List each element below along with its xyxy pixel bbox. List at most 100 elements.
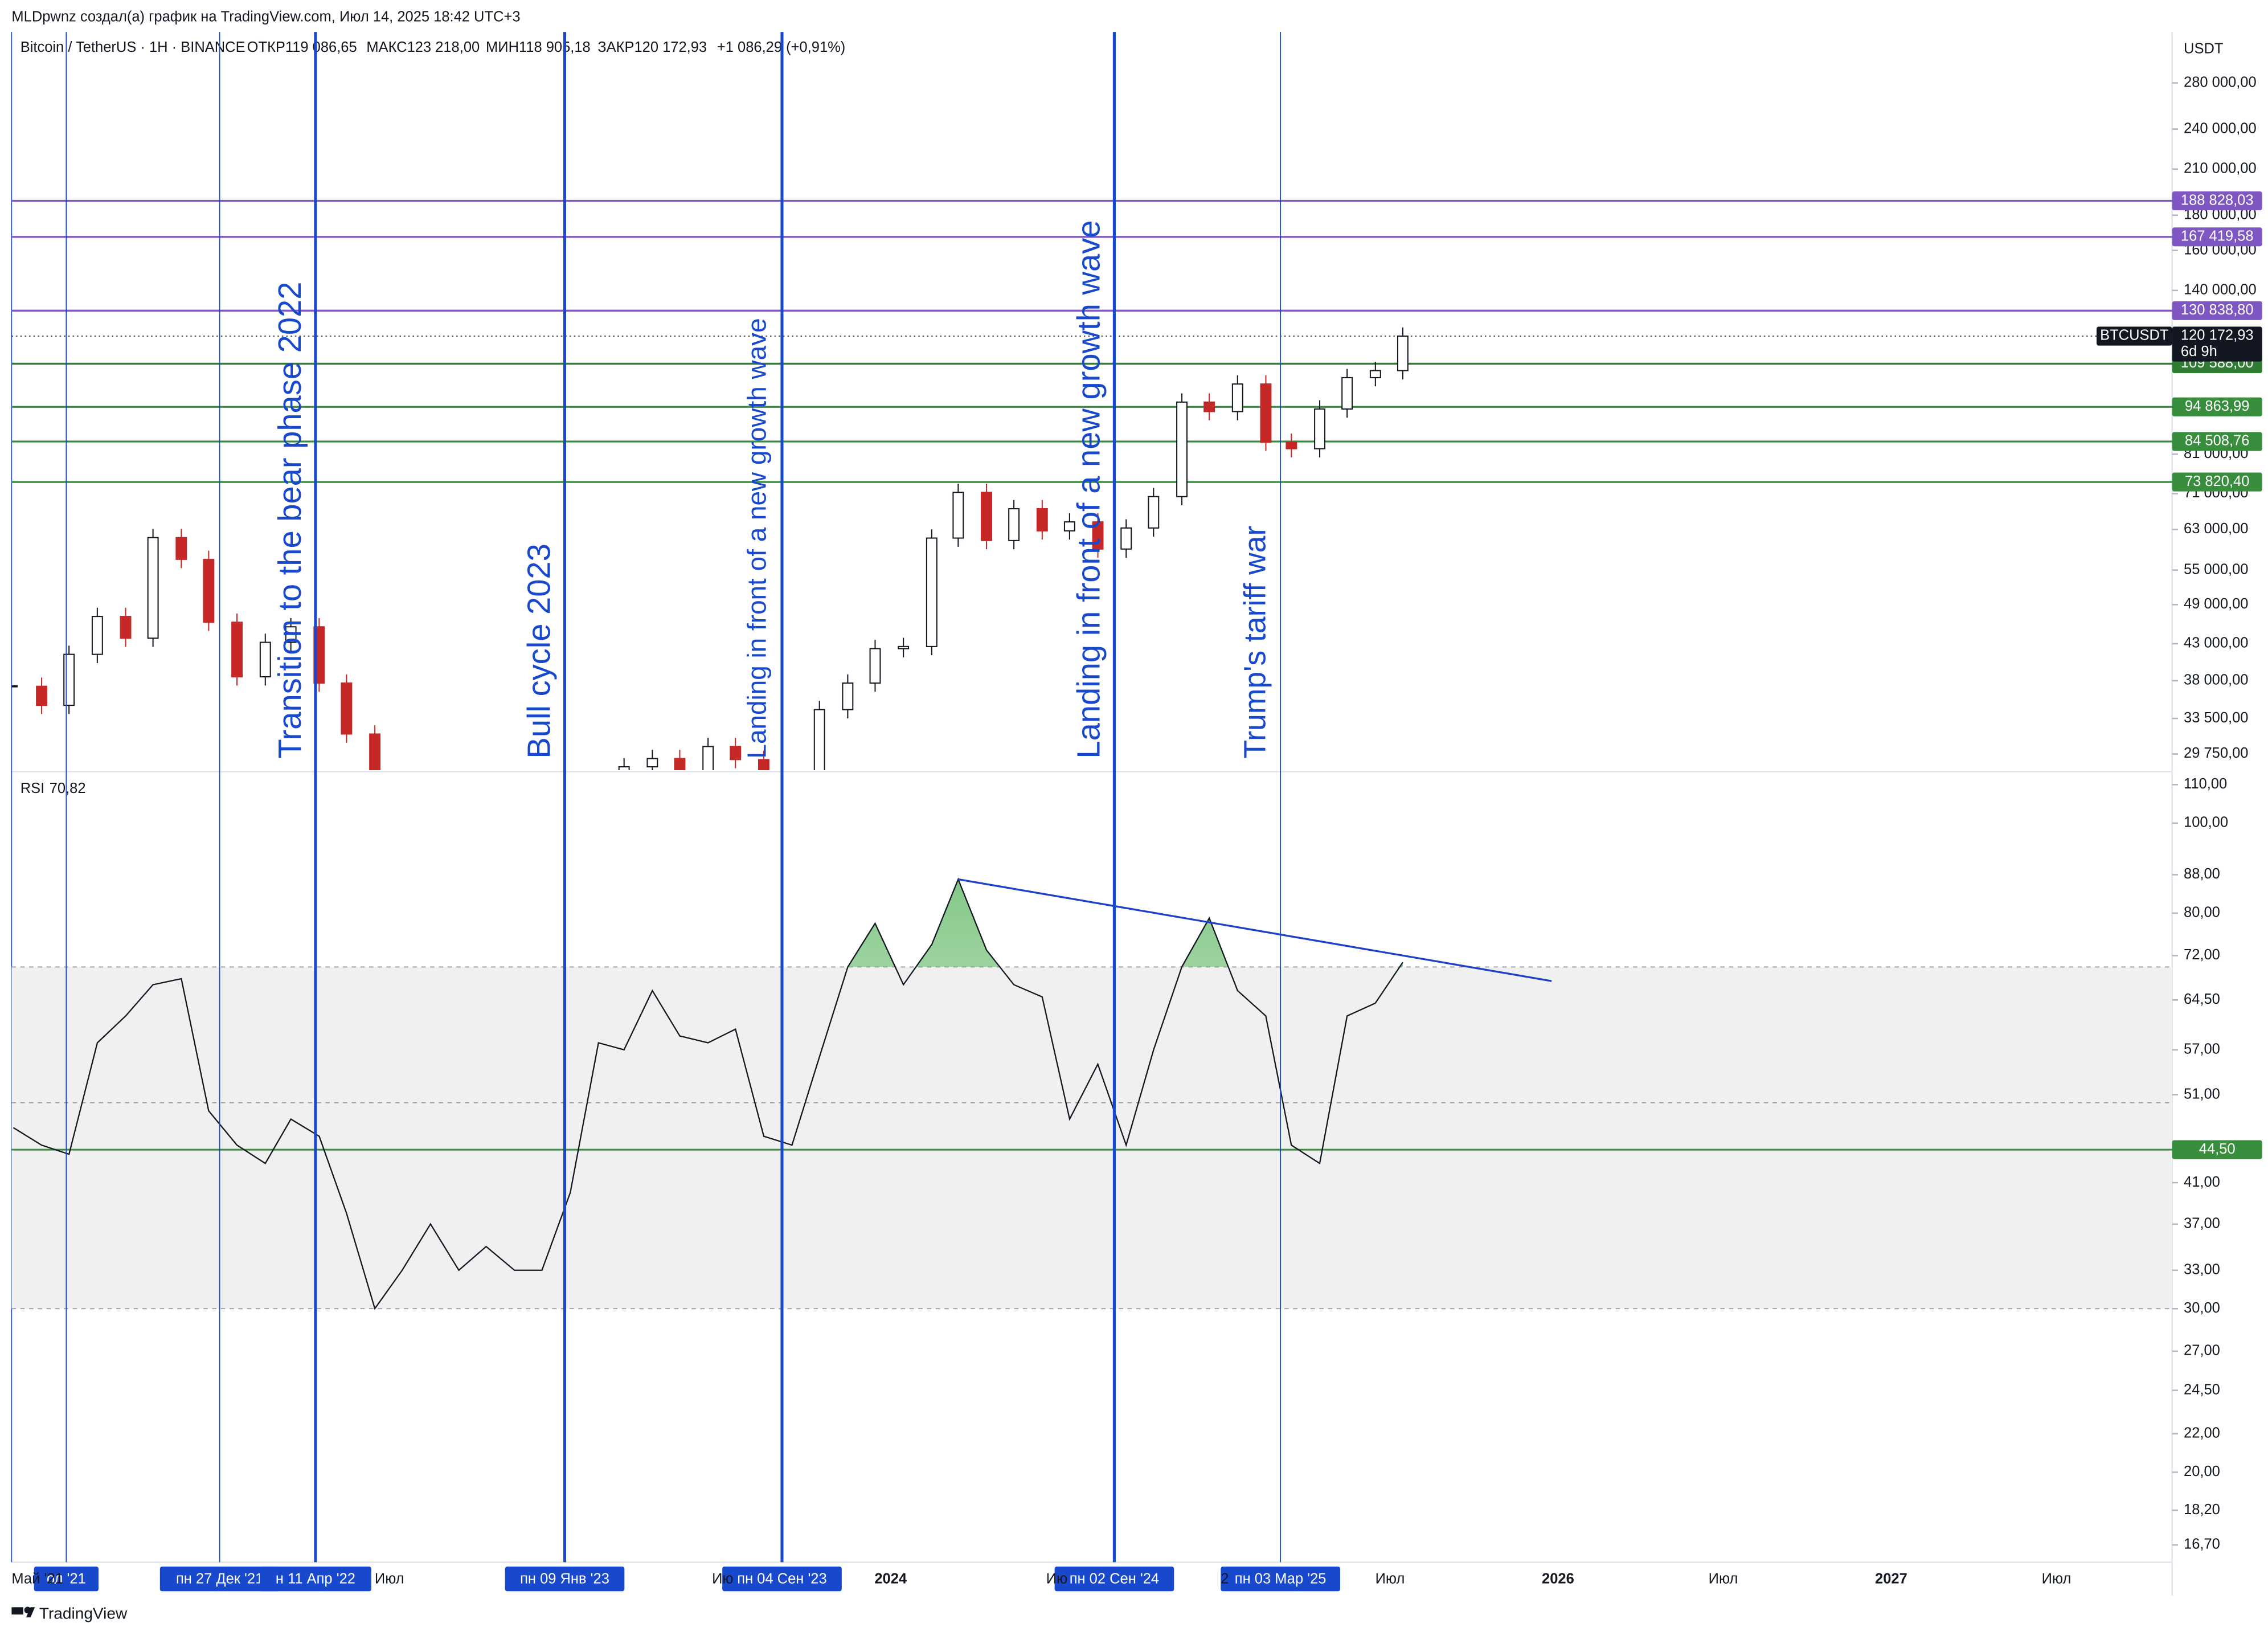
legend-stat: ОТКР119 086,65: [247, 39, 357, 55]
candle-body: [1063, 521, 1075, 532]
legend-stat: МИН118 905,18: [486, 39, 591, 55]
event-annotation: Transition to the bear phase 2022: [272, 282, 308, 759]
level-label-box: [2172, 191, 2262, 211]
event-annotation: Bull cycle 2023: [521, 543, 557, 758]
event-date-label: пн 27 Дек '21: [176, 1571, 263, 1587]
y-tick-label: 30,00: [2184, 1300, 2220, 1316]
candle-body: [259, 641, 271, 678]
footer-text: TradingView: [39, 1604, 128, 1622]
x-tick-label: 2027: [1875, 1571, 1907, 1587]
candle-body: [1203, 401, 1215, 412]
logo-shape: [26, 1607, 35, 1618]
y-tick-label: 16,70: [2184, 1536, 2220, 1552]
y-tick-label: 55 000,00: [2184, 561, 2248, 577]
y-tick-label: 64,50: [2184, 991, 2220, 1007]
candle-body: [369, 733, 381, 770]
candle-body: [1314, 408, 1326, 449]
y-tick-label: 280 000,00: [2184, 74, 2257, 90]
y-tick-label: 18,20: [2184, 1502, 2220, 1518]
y-tick-label: 100,00: [2184, 815, 2228, 831]
symbol-box: [2096, 326, 2172, 346]
candle-body: [203, 558, 215, 623]
footer-logo: TradingView: [11, 1604, 128, 1622]
x-tick-label: 2024: [874, 1571, 907, 1587]
event-date-box: [1054, 1566, 1174, 1592]
event-date-label: пн 04 Сен '23: [737, 1571, 826, 1587]
level-label-box: [2172, 472, 2262, 492]
y-tick-label: 88,00: [2184, 866, 2220, 882]
rsi-pane: [11, 877, 2172, 1310]
candle-body: [1008, 508, 1020, 541]
candle-body: [63, 653, 75, 706]
last-price-box: [2172, 326, 2262, 362]
overlay: ол '21 пн 27 Дек '21 Transition to the bea…: [34, 32, 1340, 1592]
legend-stat: ЗАКР120 172,93: [597, 39, 707, 55]
price-unit: USDT: [2184, 40, 2223, 56]
event-date-box: [159, 1566, 280, 1592]
candle-body: [898, 645, 910, 649]
y-tick-label: 29 750,00: [2184, 745, 2248, 761]
last-price-label: 120 172,93: [2181, 328, 2254, 344]
candle-body: [1397, 335, 1409, 371]
level-label-box: [2172, 227, 2262, 247]
event-date-box: [259, 1566, 371, 1592]
candle-body: [842, 682, 854, 710]
y-tick-label: 57,00: [2184, 1041, 2220, 1057]
candle-body: [1231, 383, 1243, 412]
level-label: 188 828,03: [2181, 192, 2254, 208]
x-tick-label: Июл: [1375, 1571, 1405, 1587]
header: MLDpwnz создал(а) график на TradingView.…: [11, 9, 520, 24]
candle-body: [1176, 401, 1188, 497]
y-tick-label: 63 000,00: [2184, 521, 2248, 537]
event-annotation: Landing in front of a new growth wave: [1070, 220, 1106, 758]
candle-body: [952, 492, 964, 539]
event-date-box: [505, 1566, 625, 1592]
rsi-band: [11, 967, 2172, 1309]
y-tick-label: 240 000,00: [2184, 120, 2257, 136]
event-date-label: пн 02 Сен '24: [1070, 1571, 1159, 1587]
y-tick-label: 20,00: [2184, 1464, 2220, 1479]
rsi-value: 70,82: [50, 780, 86, 796]
candle-body: [341, 682, 353, 735]
event-annotation: Landing in front of a new growth wave: [742, 318, 771, 758]
event-date-label: н 11 Апр '22: [276, 1571, 355, 1587]
candle-body: [120, 616, 132, 639]
candle-body: [231, 622, 243, 678]
y-tick-label: 49 000,00: [2184, 596, 2248, 612]
x-tick-label: Июл: [375, 1571, 404, 1587]
rsi-line: [13, 877, 1403, 1310]
event-date-box: [1221, 1566, 1340, 1592]
event-date-box: [34, 1566, 99, 1592]
candle-body: [1260, 383, 1272, 443]
legend: Bitcoin / TetherUS · 1H · BINANCE ОТКР11…: [21, 39, 846, 55]
candle-body: [1148, 496, 1160, 529]
level-label: 167 419,58: [2181, 228, 2254, 244]
x-tick-label: Ию: [1046, 1571, 1067, 1587]
level-label-box: [2172, 301, 2262, 320]
y-tick-label: 24,50: [2184, 1381, 2220, 1397]
candle-body: [813, 709, 825, 770]
legend-stat: МАКС123 218,00: [366, 39, 480, 55]
y-tick-label: 80,00: [2184, 905, 2220, 921]
price-pane: [11, 199, 2172, 770]
x-tick-label: Июл: [1709, 1571, 1738, 1587]
level-label-box: [2172, 432, 2262, 451]
level-label-box: [2172, 397, 2262, 416]
candle-body: [1036, 508, 1048, 532]
candle-body: [1286, 442, 1297, 449]
candle-body: [674, 758, 686, 770]
level-label: 44,50: [2199, 1141, 2236, 1157]
candle-body: [981, 492, 992, 541]
candle-body: [1341, 377, 1353, 410]
y-tick-label: 33 500,00: [2184, 710, 2248, 726]
candle-body: [926, 537, 938, 647]
candle-body: [646, 758, 658, 768]
y-tick-label: 72,00: [2184, 947, 2220, 963]
y-tick-label: 43 000,00: [2184, 635, 2248, 651]
candle-body: [1369, 370, 1381, 378]
level-label: 130 838,80: [2181, 302, 2254, 318]
candle-body: [1092, 521, 1104, 550]
